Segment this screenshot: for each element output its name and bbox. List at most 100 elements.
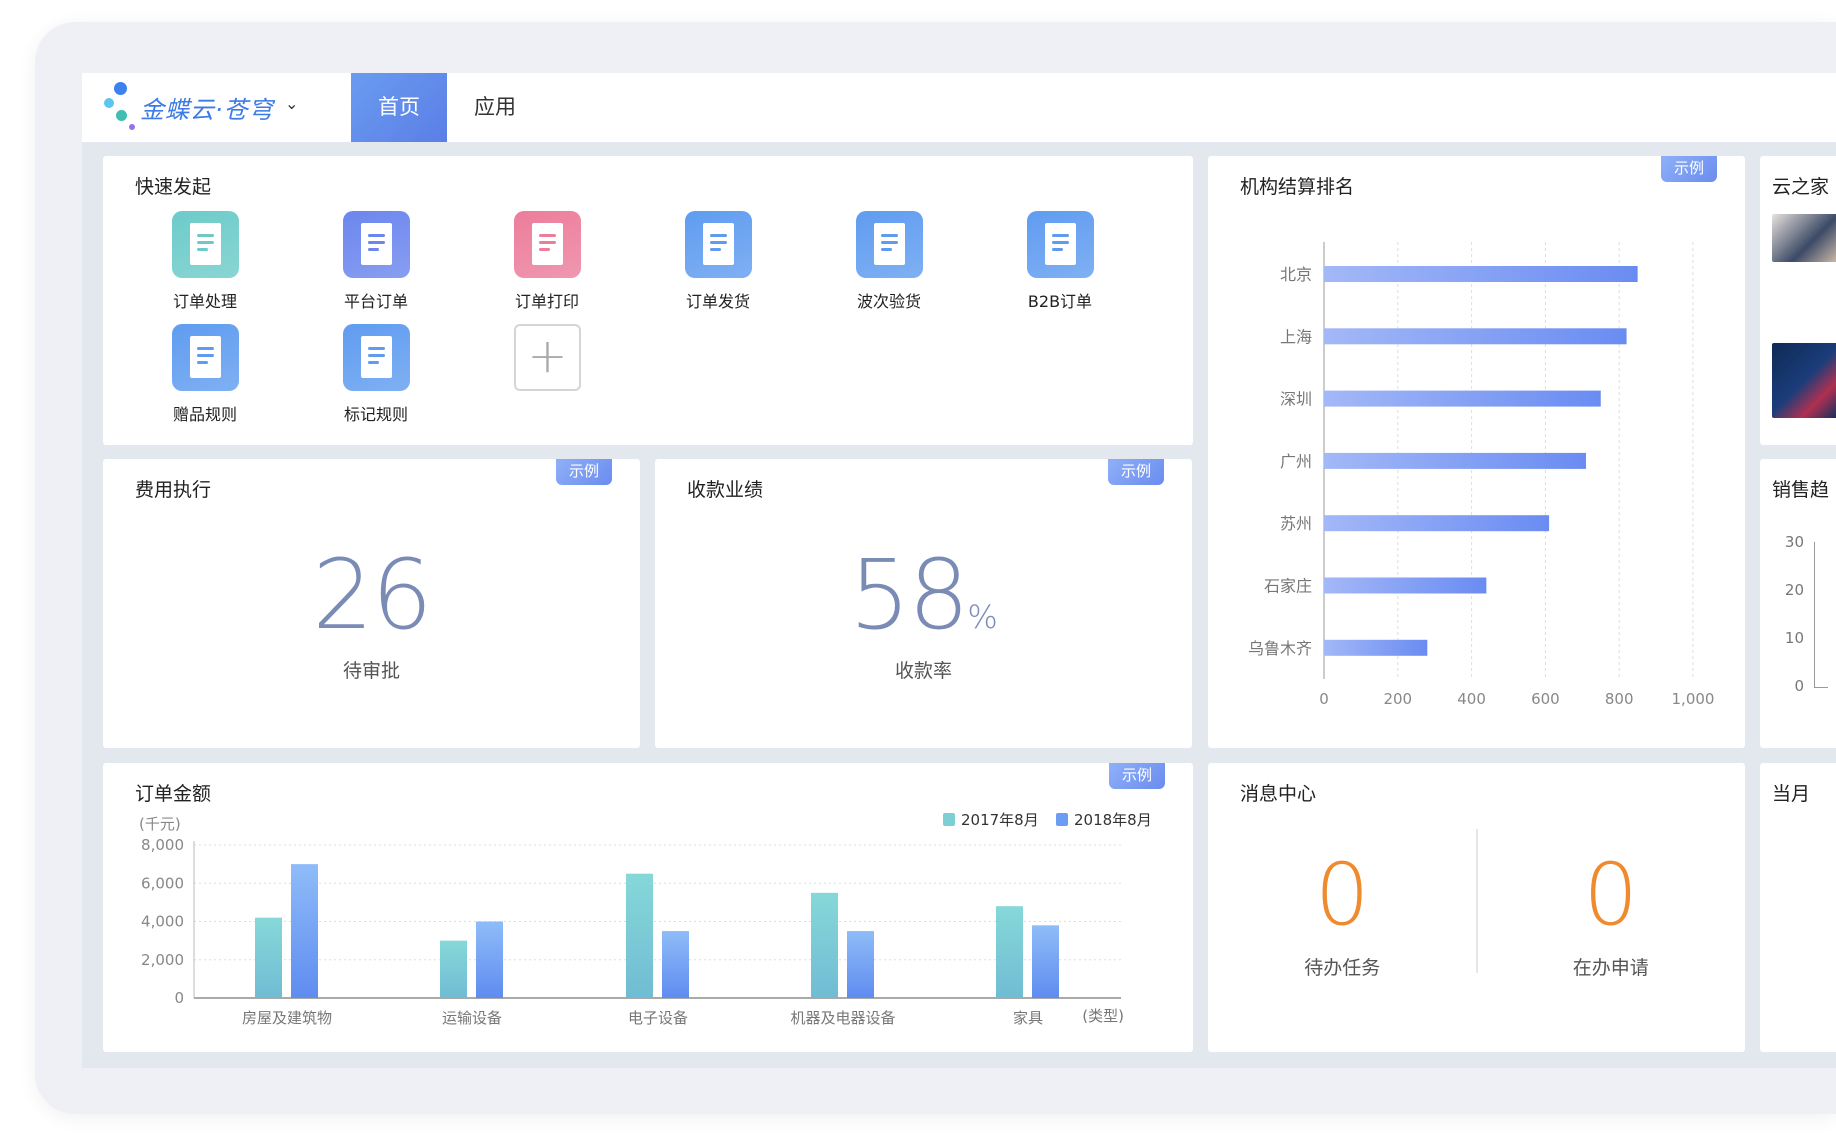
bar bbox=[662, 931, 689, 998]
card-title: 机构结算排名 bbox=[1240, 176, 1355, 198]
quick-launch-label: 订单处理 bbox=[172, 292, 237, 311]
ranking-card: 机构结算排名 示例 0 200 400 600 800 1,000 北京 上海 深圳 广州 苏州 石家… bbox=[1208, 156, 1745, 748]
todo-count[interactable]: 0 bbox=[1314, 845, 1370, 945]
y-axis bbox=[1814, 542, 1815, 688]
bar bbox=[1324, 390, 1601, 407]
quick-launch-item[interactable]: 订单处理 bbox=[155, 211, 255, 312]
sample-badge: 示例 bbox=[556, 459, 612, 485]
pending-label: 待审批 bbox=[342, 660, 400, 682]
quick-launch-item[interactable]: B2B订单 bbox=[1010, 211, 1110, 312]
legend-swatch bbox=[1056, 813, 1068, 826]
card-title: 订单金额 bbox=[135, 783, 212, 805]
y-tick-label: 0 bbox=[1794, 677, 1804, 695]
sample-badge: 示例 bbox=[1661, 156, 1717, 182]
collection-card: 收款业绩 示例 58% 收款率 bbox=[655, 459, 1192, 748]
quick-launch-label: 订单发货 bbox=[685, 292, 750, 311]
document-icon bbox=[513, 211, 581, 278]
article-thumbnail[interactable] bbox=[1772, 343, 1836, 418]
bar bbox=[996, 906, 1023, 998]
bar bbox=[1324, 515, 1550, 532]
yunzhijia-card: 云之家 bbox=[1760, 156, 1836, 445]
quick-launch-label: 赠品规则 bbox=[172, 405, 237, 424]
category-label: 广州 bbox=[1280, 452, 1312, 471]
bar bbox=[847, 931, 874, 998]
expense-card: 费用执行 示例 26 待审批 bbox=[103, 459, 640, 748]
document-icon bbox=[1026, 211, 1094, 278]
card-title: 收款业绩 bbox=[687, 479, 764, 501]
sample-badge: 示例 bbox=[1108, 459, 1164, 485]
quick-launch-item[interactable]: 标记规则 bbox=[326, 324, 426, 425]
divider bbox=[1476, 829, 1478, 973]
todo-label: 待办任务 bbox=[1304, 957, 1381, 979]
y-tick-label: 8,000 bbox=[141, 836, 184, 854]
card-title: 销售趋 bbox=[1772, 479, 1830, 501]
category-label: 运输设备 bbox=[442, 1009, 502, 1027]
document-icon bbox=[171, 211, 239, 278]
bar bbox=[1324, 266, 1638, 282]
bar bbox=[1324, 639, 1428, 656]
bar bbox=[626, 873, 653, 998]
category-label: 电子设备 bbox=[628, 1009, 688, 1027]
x-tick-label: 1,000 bbox=[1672, 690, 1715, 708]
applying-count[interactable]: 0 bbox=[1583, 845, 1639, 945]
quick-launch-label: 订单打印 bbox=[514, 292, 579, 311]
bar bbox=[1324, 328, 1627, 345]
y-tick-label: 20 bbox=[1784, 581, 1804, 599]
category-label: 石家庄 bbox=[1264, 577, 1312, 596]
x-tick-label: 800 bbox=[1605, 690, 1634, 708]
category-label: 深圳 bbox=[1280, 390, 1312, 409]
quick-launch-item[interactable]: 赠品规则 bbox=[155, 324, 255, 425]
plus-icon[interactable]: + bbox=[514, 324, 581, 391]
tab-apps[interactable]: 应用 bbox=[474, 95, 516, 119]
bar bbox=[811, 892, 838, 998]
brand-name: 金蝶云·苍穹 bbox=[140, 96, 274, 124]
bar bbox=[291, 864, 318, 998]
collection-rate[interactable]: 58% bbox=[655, 539, 1192, 651]
document-icon bbox=[855, 211, 923, 278]
card-title: 消息中心 bbox=[1240, 783, 1317, 805]
document-icon bbox=[171, 324, 239, 391]
x-axis-unit: (类型) bbox=[1082, 1007, 1124, 1025]
legend-swatch bbox=[943, 813, 955, 826]
card-title: 费用执行 bbox=[135, 479, 212, 501]
quick-launch-item[interactable]: 波次验货 bbox=[839, 211, 939, 312]
brand-logo[interactable]: 金蝶云·苍穹 ⌄ bbox=[100, 80, 320, 136]
category-label: 房屋及建筑物 bbox=[242, 1009, 332, 1027]
document-icon bbox=[342, 324, 410, 391]
quick-launch-label: B2B订单 bbox=[1027, 292, 1093, 311]
category-label: 北京 bbox=[1280, 265, 1312, 284]
quick-launch-item[interactable]: 订单发货 bbox=[668, 211, 768, 312]
document-icon bbox=[684, 211, 752, 278]
legend-label: 2017年8月 bbox=[961, 811, 1039, 829]
pending-count[interactable]: 26 bbox=[312, 539, 432, 651]
card-title: 当月 bbox=[1772, 783, 1811, 805]
tab-home[interactable]: 首页 bbox=[351, 73, 447, 142]
y-tick-label: 4,000 bbox=[141, 913, 184, 931]
y-tick-label: 10 bbox=[1784, 629, 1804, 647]
quick-launch-item[interactable]: 订单打印 bbox=[497, 211, 597, 312]
y-tick-label: 6,000 bbox=[141, 874, 184, 892]
bar bbox=[1324, 452, 1586, 469]
bar bbox=[440, 940, 467, 998]
category-label: 家具 bbox=[1013, 1009, 1043, 1027]
rate-value: 58 bbox=[849, 539, 969, 651]
rate-unit: % bbox=[967, 598, 998, 636]
x-tick-label: 200 bbox=[1383, 690, 1412, 708]
bar bbox=[1324, 577, 1487, 594]
order-amount-card: 订单金额 示例 (千元) 0 2,000 4,000 6,000 8,000 房屋及建筑物 运… bbox=[103, 763, 1193, 1052]
card-title: 快速发起 bbox=[135, 176, 212, 198]
rate-label: 收款率 bbox=[894, 660, 952, 682]
article-thumbnail[interactable] bbox=[1772, 214, 1836, 262]
y-tick-label: 2,000 bbox=[141, 951, 184, 969]
quick-launch-item[interactable]: 平台订单 bbox=[326, 211, 426, 312]
y-axis-unit: (千元) bbox=[139, 815, 181, 833]
bar bbox=[1032, 925, 1059, 998]
chevron-down-icon[interactable]: ⌄ bbox=[285, 94, 299, 113]
sample-badge: 示例 bbox=[1109, 763, 1165, 789]
y-tick-label: 30 bbox=[1784, 533, 1804, 551]
category-label: 苏州 bbox=[1280, 514, 1312, 533]
quick-launch-label: 波次验货 bbox=[856, 292, 921, 311]
top-nav bbox=[82, 73, 1836, 142]
x-tick-label: 400 bbox=[1457, 690, 1486, 708]
